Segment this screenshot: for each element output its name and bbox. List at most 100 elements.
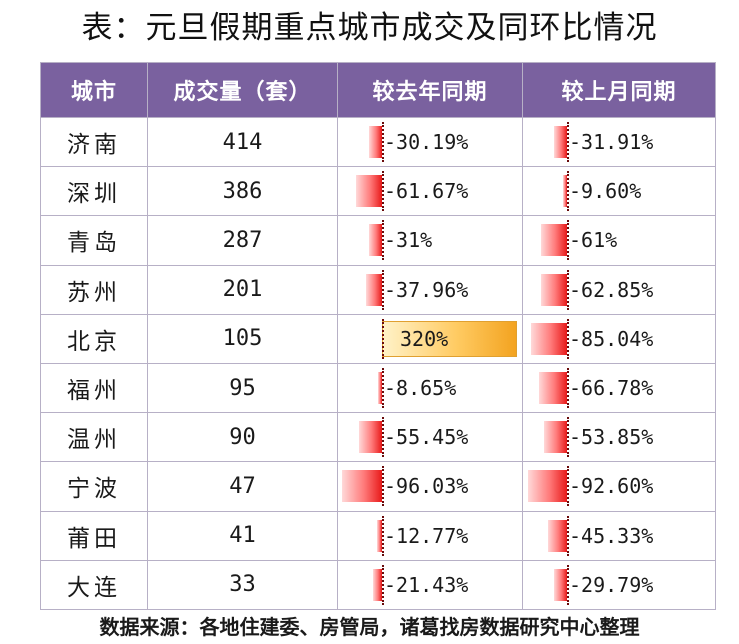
- mom-bar: [541, 224, 567, 257]
- yoy-axis: [382, 466, 384, 507]
- column-header-volume: 成交量（套）: [147, 62, 338, 118]
- mom-axis: [567, 367, 569, 408]
- yoy-cell: -12.77%: [337, 510, 523, 561]
- yoy-axis: [382, 220, 384, 261]
- mom-axis: [567, 515, 569, 556]
- yoy-value: -8.65%: [384, 375, 457, 400]
- mom-value: -62.85%: [569, 277, 654, 302]
- yoy-value: -30.19%: [384, 130, 469, 154]
- table-row: 北京 105 320% -85.04%: [40, 313, 716, 364]
- mom-value: -61%: [569, 228, 618, 253]
- yoy-cell: -37.96%: [337, 264, 523, 315]
- yoy-value: -12.77%: [384, 523, 469, 548]
- yoy-cell: -30.19%: [337, 116, 523, 168]
- yoy-cell: 320%: [337, 313, 523, 364]
- yoy-value: -96.03%: [384, 474, 469, 499]
- yoy-bar: [382, 320, 517, 357]
- mom-bar: [562, 175, 567, 208]
- yoy-cell: -8.65%: [337, 362, 523, 414]
- yoy-axis: [382, 417, 384, 458]
- mom-bar: [540, 273, 567, 306]
- mom-value: -92.60%: [569, 474, 654, 499]
- mom-cell: -31.91%: [522, 116, 716, 168]
- table-body: 济南 414 -30.19% -31.91% 深圳 386 -61.67% -9.60% 青岛 2…: [40, 116, 716, 611]
- mom-value: -53.85%: [569, 425, 654, 450]
- volume-cell: 41: [147, 510, 338, 561]
- yoy-bar: [368, 224, 382, 257]
- mom-bar: [554, 568, 567, 601]
- yoy-value: -55.45%: [384, 425, 469, 450]
- yoy-axis: [382, 367, 384, 408]
- column-header-yoy: 较去年同期: [337, 62, 523, 118]
- mom-cell: -9.60%: [522, 166, 716, 217]
- yoy-bar: [341, 470, 382, 503]
- mom-cell: -92.60%: [522, 461, 716, 512]
- mom-bar: [544, 421, 567, 454]
- yoy-bar: [369, 126, 382, 158]
- mom-cell: -66.78%: [522, 362, 716, 414]
- volume-cell: 287: [147, 215, 338, 266]
- table-row: 福州 95 -8.65% -66.78%: [40, 362, 716, 414]
- mom-cell: -85.04%: [522, 313, 716, 364]
- yoy-value: 320%: [400, 326, 449, 351]
- mom-cell: -45.33%: [522, 510, 716, 561]
- volume-cell: 414: [147, 116, 338, 168]
- table-row: 深圳 386 -61.67% -9.60%: [40, 166, 716, 217]
- city-cell: 青岛: [40, 215, 148, 266]
- mom-value: -31.91%: [569, 130, 654, 154]
- yoy-cell: -55.45%: [337, 412, 523, 463]
- volume-cell: 47: [147, 461, 338, 512]
- mom-axis: [567, 269, 569, 310]
- mom-cell: -62.85%: [522, 264, 716, 315]
- mom-bar: [553, 126, 567, 158]
- mom-bar: [531, 322, 567, 355]
- yoy-axis: [382, 122, 384, 162]
- volume-cell: 90: [147, 412, 338, 463]
- yoy-axis: [382, 318, 384, 359]
- yoy-value: -61.67%: [384, 179, 469, 204]
- data-table: 城市 成交量（套） 较去年同期 较上月同期 济南 414 -30.19% -31.91…: [40, 62, 716, 611]
- yoy-axis: [382, 515, 384, 556]
- yoy-value: -31%: [384, 228, 433, 253]
- mom-axis: [567, 122, 569, 162]
- yoy-value: -37.96%: [384, 277, 469, 302]
- mom-value: -9.60%: [569, 179, 642, 204]
- city-cell: 济南: [40, 116, 148, 168]
- yoy-axis: [382, 171, 384, 212]
- chart-title: 表：元旦假期重点城市成交及同环比情况: [81, 10, 658, 46]
- table-row: 济南 414 -30.19% -31.91%: [40, 116, 716, 168]
- yoy-axis: [382, 564, 384, 605]
- column-header-mom: 较上月同期: [522, 62, 716, 118]
- mom-value: -29.79%: [569, 572, 654, 597]
- mom-value: -45.33%: [569, 523, 654, 548]
- mom-axis: [567, 564, 569, 605]
- mom-bar: [528, 470, 567, 503]
- yoy-bar: [358, 421, 382, 454]
- yoy-cell: -21.43%: [337, 559, 523, 611]
- mom-bar: [547, 519, 567, 552]
- table-row: 莆田 41 -12.77% -45.33%: [40, 510, 716, 561]
- mom-bar: [538, 371, 567, 404]
- volume-cell: 105: [147, 313, 338, 364]
- table-row: 青岛 287 -31% -61%: [40, 215, 716, 266]
- yoy-bar: [378, 371, 382, 404]
- yoy-cell: -61.67%: [337, 166, 523, 217]
- mom-cell: -61%: [522, 215, 716, 266]
- header-row: 城市 成交量（套） 较去年同期 较上月同期: [40, 62, 716, 118]
- city-cell: 深圳: [40, 166, 148, 217]
- city-cell: 温州: [40, 412, 148, 463]
- column-header-city: 城市: [40, 62, 148, 118]
- volume-cell: 201: [147, 264, 338, 315]
- table-row: 宁波 47 -96.03% -92.60%: [40, 461, 716, 512]
- yoy-bar: [366, 273, 382, 306]
- city-cell: 福州: [40, 362, 148, 414]
- yoy-bar: [356, 175, 382, 208]
- mom-axis: [567, 318, 569, 359]
- table-row: 温州 90 -55.45% -53.85%: [40, 412, 716, 463]
- city-cell: 宁波: [40, 461, 148, 512]
- mom-value: -85.04%: [569, 326, 654, 351]
- mom-axis: [567, 220, 569, 261]
- volume-cell: 33: [147, 559, 338, 611]
- city-cell: 苏州: [40, 264, 148, 315]
- city-cell: 大连: [40, 559, 148, 611]
